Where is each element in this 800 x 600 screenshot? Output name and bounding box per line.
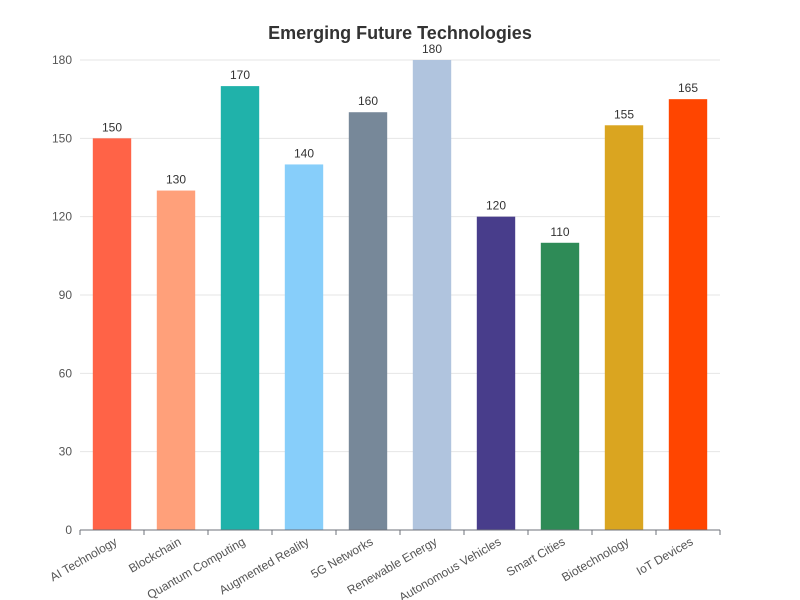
data-label: 130 [166,173,186,187]
bar-biotechnology [604,125,644,531]
data-label: 110 [550,225,569,239]
data-label: 155 [614,107,634,121]
data-labels: 150 130 170 140 160 180 120 110 155 165 [102,42,698,239]
data-label: 150 [102,120,122,134]
chart-title: Emerging Future Technologies [268,23,532,43]
bar-autonomous-vehicles [476,216,516,530]
x-tick-label: IoT Devices [634,534,696,578]
data-label: 165 [678,81,698,95]
bar-quantum-computing [220,86,260,530]
data-label: 170 [230,68,250,82]
y-tick-label: 150 [52,131,72,145]
x-tick-label: Autonomous Vehicles [397,534,504,600]
x-tick-label: Blockchain [126,534,183,575]
bar-ai-technology [92,138,132,531]
bar-blockchain [156,190,196,531]
y-tick-label: 30 [59,445,73,459]
y-tick-label: 90 [59,288,73,302]
data-label: 160 [358,94,378,108]
x-tick-label: Smart Cities [504,534,568,579]
y-tick-label: 120 [52,210,72,224]
y-tick-label: 60 [59,366,73,380]
bar-iot-devices [668,99,708,531]
data-label: 120 [486,199,506,213]
y-tick-label: 0 [65,523,72,537]
x-tick-label: AI Technology [47,534,119,584]
bar-smart-cities [540,242,580,530]
bars [92,60,708,531]
data-label: 180 [422,42,442,56]
bar-augmented-reality [284,164,324,530]
data-label: 140 [294,146,314,160]
bar-renewable-energy [412,60,452,530]
bar-5g-networks [348,112,388,530]
x-tick-label: Biotechnology [559,534,631,584]
y-tick-label: 180 [52,53,72,67]
